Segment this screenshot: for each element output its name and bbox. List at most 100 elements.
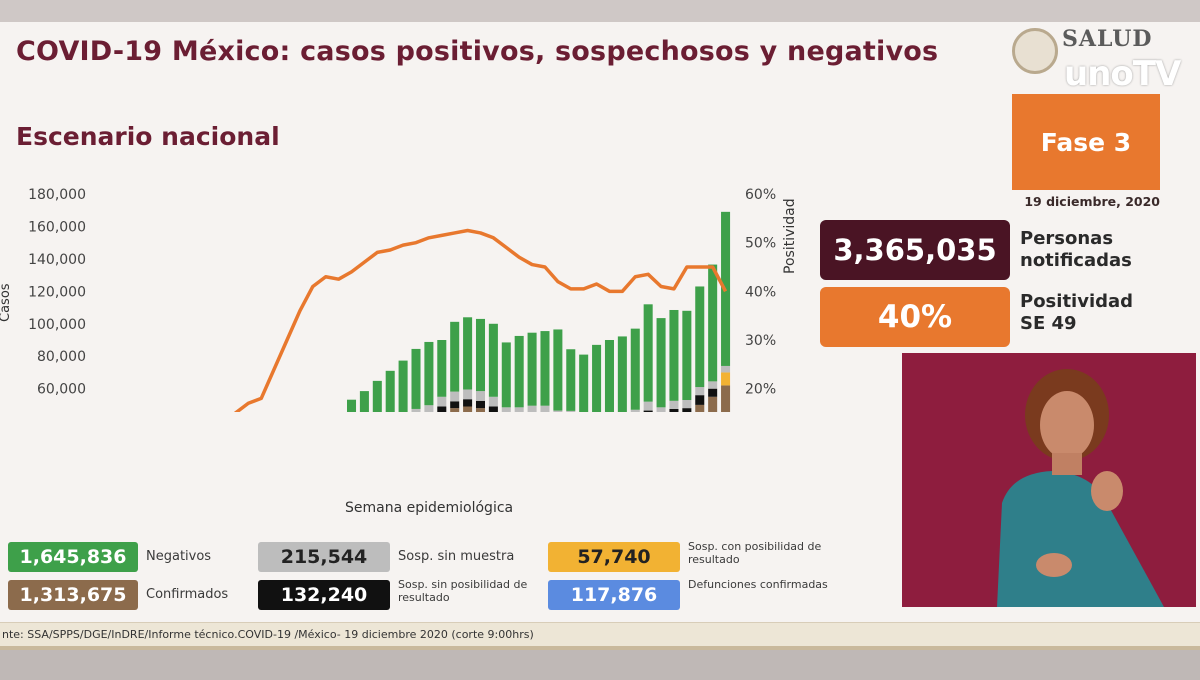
bar-sosp-sin-posibilidad-de-resultado — [695, 395, 705, 405]
video-top-band — [0, 0, 1200, 22]
bar-confirmados — [463, 406, 473, 412]
bar-sosp-sin-muestra — [501, 407, 511, 412]
y-tick-label: 180,000 — [28, 187, 86, 203]
bar-sosp-sin-muestra — [424, 405, 434, 412]
y2-tick-label: 30% — [745, 333, 776, 349]
notified-value: 3,365,035 — [820, 220, 1010, 280]
source-note: nte: SSA/SPPS/DGE/InDRE/Informe técnico.… — [0, 622, 1200, 647]
legend-value-4: 1,313,675 — [8, 580, 138, 610]
legend-label-2: Sosp. sin muestra — [398, 549, 515, 564]
bar-sosp-sin-muestra — [514, 407, 524, 412]
bar-negativos — [682, 310, 692, 401]
y-tick-label: 80,000 — [37, 349, 86, 365]
video-bottom-band — [0, 650, 1200, 680]
x-axis-title: Semana epidemiológica — [345, 500, 514, 516]
bar-sosp-sin-posibilidad-de-resultado — [682, 408, 692, 412]
y-tick-label: 120,000 — [28, 284, 86, 300]
logo-text: SALUD — [1062, 26, 1153, 52]
bar-sosp-sin-muestra — [437, 396, 447, 407]
bar-sosp-sin-posibilidad-de-resultado — [669, 408, 679, 412]
positivity-label-line2: SE 49 — [1020, 313, 1077, 334]
bar-negativos — [669, 309, 679, 401]
legend-label-4: Confirmados — [146, 587, 229, 602]
phase-badge: Fase 3 — [1012, 94, 1160, 190]
y-tick-label: 100,000 — [28, 317, 86, 333]
interpreter-figure — [997, 369, 1164, 607]
bar-negativos — [656, 318, 666, 408]
chart: 020,00040,00060,00080,000100,000120,0001… — [28, 187, 776, 412]
legend-label-3: Sosp. con posibilidad de resultado — [688, 540, 822, 566]
bar-negativos — [604, 340, 614, 412]
sign-language-interpreter-video — [902, 353, 1196, 607]
bar-sosp-sin-posibilidad-de-resultado — [643, 410, 653, 412]
slide: COVID-19 México: casos positivos, sospec… — [0, 22, 1200, 650]
bar-negativos — [566, 349, 576, 411]
legend-value-3: 57,740 — [548, 542, 680, 572]
bar-sosp-sin-muestra — [527, 405, 537, 412]
salud-logo: SALUD unoTV — [1012, 24, 1192, 94]
y2-tick-label: 40% — [745, 284, 776, 300]
y-axis-title: Casos — [0, 283, 13, 322]
bar-negativos — [514, 335, 524, 408]
y-tick-label: 60,000 — [37, 382, 86, 398]
bar-sosp-sin-muestra — [475, 391, 486, 401]
interpreter-neck — [1052, 453, 1082, 475]
bar-sosp-sin-muestra — [656, 407, 666, 412]
bar-confirmados — [708, 396, 718, 412]
bar-negativos — [695, 286, 705, 388]
positivity-label-line1: Positividad — [1020, 291, 1134, 312]
bar-sosp-sin-posibilidad-de-resultado — [488, 406, 498, 412]
bar-sosp-sin-muestra — [411, 408, 421, 412]
bar-negativos — [437, 340, 447, 397]
page-title: COVID-19 México: casos positivos, sospec… — [16, 36, 939, 67]
positivity-line — [234, 228, 728, 412]
bar-negativos — [359, 391, 369, 412]
legend-value-2: 215,544 — [258, 542, 390, 572]
bar-negativos — [643, 304, 653, 402]
bar-negativos — [553, 329, 563, 411]
bar-negativos — [463, 317, 473, 390]
bar-sosp-sin-muestra — [721, 365, 731, 373]
bar-negativos — [488, 323, 498, 397]
y2-tick-label: 20% — [745, 382, 776, 398]
chart-subtitle: Escenario nacional — [16, 122, 280, 151]
legend-label-5: Sosp. sin posibilidad de resultado — [398, 578, 528, 604]
bar-sosp-sin-muestra — [682, 400, 692, 409]
y2-tick-label: 50% — [745, 236, 776, 252]
bar-negativos — [372, 380, 382, 412]
bar-sosp-sin-muestra — [488, 396, 498, 407]
legend-label-1: Negativos — [146, 549, 212, 564]
legend-label-6: Defunciones confirmadas — [688, 578, 828, 591]
interpreter-face — [1040, 391, 1094, 459]
bar-sosp-sin-muestra — [669, 400, 679, 409]
bar-negativos — [347, 399, 357, 412]
notified-label-line2: notificadas — [1020, 250, 1132, 271]
bar-sosp-sin-posibilidad-de-resultado — [708, 388, 718, 397]
bar-negativos — [475, 318, 486, 392]
bar-sosp-sin-posibilidad-de-resultado — [463, 399, 473, 407]
bar-negativos — [579, 354, 589, 412]
legend-value-5: 132,240 — [258, 580, 390, 610]
bar-negativos — [385, 370, 395, 412]
positivity-value: 40% — [820, 287, 1010, 347]
bar-sosp-sin-muestra — [540, 405, 550, 412]
bar-negativos — [450, 321, 460, 392]
phase-date: 19 diciembre, 2020 — [1024, 194, 1160, 209]
bar-negativos — [501, 342, 511, 408]
bar-sosp-con-posibilidad-de-resultado — [721, 372, 731, 386]
legend-value-6: 117,876 — [548, 580, 680, 610]
interpreter-hand-2 — [1036, 553, 1072, 577]
positivity-label: Positividad SE 49 — [1020, 291, 1133, 335]
watermark: unoTV — [1064, 54, 1181, 94]
bottom-strip — [0, 646, 1200, 650]
bar-sosp-sin-posibilidad-de-resultado — [450, 401, 460, 409]
notified-label-line1: Personas — [1020, 228, 1114, 249]
y-tick-label: 140,000 — [28, 252, 86, 268]
seal-icon — [1012, 28, 1058, 74]
bar-negativos — [617, 336, 627, 412]
bar-sosp-sin-posibilidad-de-resultado — [437, 406, 447, 412]
bar-confirmados — [721, 385, 731, 412]
interpreter-body — [997, 471, 1164, 607]
bar-negativos — [527, 332, 537, 406]
bar-confirmados — [695, 404, 705, 412]
